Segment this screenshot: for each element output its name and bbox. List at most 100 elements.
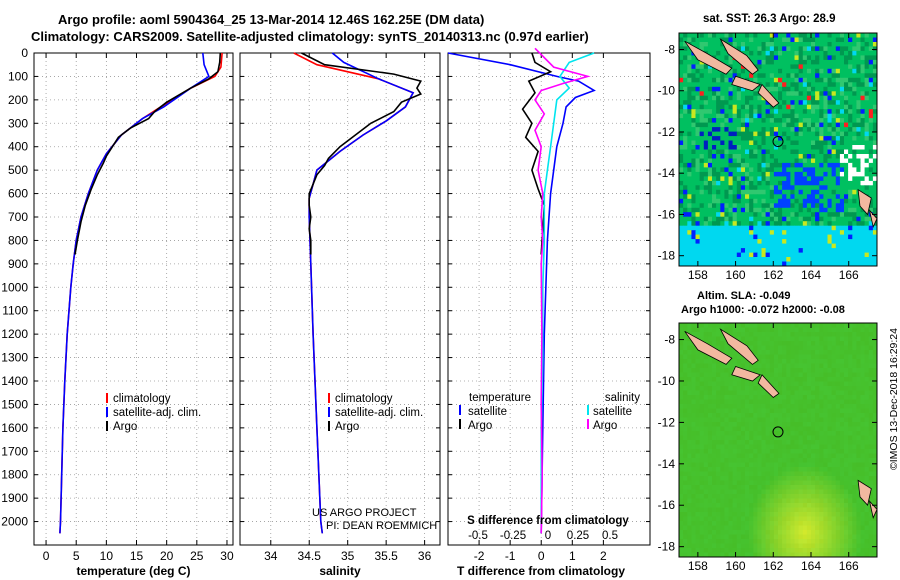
sst_map-cell [699, 154, 705, 159]
sst_map-cell [749, 46, 754, 52]
sst_map-cell [699, 203, 705, 209]
sst_map-cell [773, 46, 779, 52]
sla_map-cell [778, 359, 783, 364]
sst_map-cell [860, 225, 866, 231]
sla_map-cell [728, 444, 734, 450]
sst_map-cell [852, 171, 857, 177]
sst_map-cell [778, 230, 783, 236]
sst_map-cell [716, 194, 721, 200]
sst_map-cell [811, 176, 816, 182]
sla_map-cell [691, 440, 696, 445]
sst_map-cell [852, 180, 857, 186]
sst_map-cell [761, 207, 767, 213]
sst_map-cell [811, 252, 816, 258]
sst_map-cell [691, 154, 696, 159]
sst_map-cell [761, 64, 767, 70]
sst_map-cell [790, 257, 795, 262]
sla_map-cell [844, 453, 849, 459]
sst_map-cell [732, 136, 738, 142]
sst_map-cell [687, 230, 692, 236]
sla_map-cell [802, 408, 808, 414]
sst_map-cell [782, 127, 787, 133]
sst_map-cell [827, 50, 833, 56]
sst_map-cell [736, 73, 742, 79]
sst_map-cell [773, 77, 779, 83]
sla_map-cell [827, 453, 833, 459]
sst_map-cell [831, 86, 837, 92]
sla_map-cell [798, 444, 804, 450]
sst_map-cell [749, 207, 754, 213]
sla_map-cell [794, 444, 800, 450]
sla_map-cell [720, 480, 725, 486]
sst_map-cell [806, 73, 812, 79]
sst_map-cell [753, 145, 758, 150]
sst_map-cell [765, 243, 771, 249]
sst_map-cell [868, 50, 874, 56]
sla_map-cell [699, 408, 705, 414]
sst_map-cell [687, 118, 692, 124]
sst_map-cell [716, 252, 721, 258]
sst_map-cell [724, 216, 729, 222]
sst_map-cell [683, 189, 688, 195]
sst_map-cell [695, 140, 701, 146]
sla_map-cell [811, 476, 816, 481]
sst_map-cell [872, 136, 878, 142]
sst_map-cell [811, 37, 816, 43]
sst_map-cell [786, 243, 791, 249]
sla_map-cell [761, 449, 767, 454]
sst_map-cell [802, 167, 808, 173]
sst_map-cell [806, 86, 812, 92]
sst_map-cell [732, 91, 738, 97]
temperature-legend-label: climatology [113, 393, 171, 405]
sst_map-cell [778, 140, 783, 146]
sst_map-cell [848, 109, 853, 115]
sla_map-cell [848, 471, 853, 477]
sst_map-cell [860, 158, 866, 164]
sst_map-cell [827, 230, 833, 236]
sla_map-cell [839, 413, 845, 418]
sla_map-cell [852, 417, 857, 423]
sst_map-cell [868, 82, 874, 88]
sla_map-cell [794, 485, 800, 490]
sst_map-cell [827, 136, 833, 142]
sla_map-cell [819, 512, 824, 517]
sla_map-cell [806, 323, 812, 328]
sst_map-cell [707, 257, 713, 262]
sst_map-cell [691, 37, 696, 43]
sla_map-cell [844, 467, 849, 472]
sla_map-cell [823, 489, 828, 495]
sst_map-cell [802, 118, 808, 124]
sst_map-cell [778, 176, 783, 182]
sst_map-cell [679, 207, 684, 213]
sla_map-cell [761, 458, 767, 463]
sst_map-cell [823, 248, 828, 254]
sla_map-cell [707, 485, 713, 490]
sst_map-cell [773, 86, 779, 92]
sla_map-cell [687, 395, 692, 400]
sla_map-cell [819, 503, 824, 508]
sst_map-cell [864, 82, 870, 88]
sst_map-cell [839, 198, 845, 204]
sla_map-cell [728, 417, 734, 423]
sst_map-cell [786, 154, 791, 159]
sla_map-cell [720, 377, 725, 382]
sst_map-cell [683, 261, 688, 267]
sst_map-cell [835, 207, 841, 213]
sla_map-cell [848, 476, 853, 481]
sla_map-cell [848, 354, 853, 360]
sst_map-cell [712, 234, 717, 240]
sla_map-cell [798, 435, 804, 441]
sst_map-cell [703, 91, 709, 97]
sla_map-cell [716, 453, 721, 459]
sst_map-cell [695, 203, 701, 209]
sla_map-cell [868, 399, 874, 405]
sst_map-cell [848, 158, 853, 164]
sst_map-cell [757, 136, 762, 142]
sst_map-cell [736, 113, 742, 119]
sla_map-cell [839, 462, 845, 468]
sla_map-cell [691, 516, 696, 522]
sla_map-cell [712, 368, 717, 373]
sst_map-cell [736, 225, 742, 231]
sla_map-cell [736, 498, 742, 504]
sst_map-cell [724, 243, 729, 249]
